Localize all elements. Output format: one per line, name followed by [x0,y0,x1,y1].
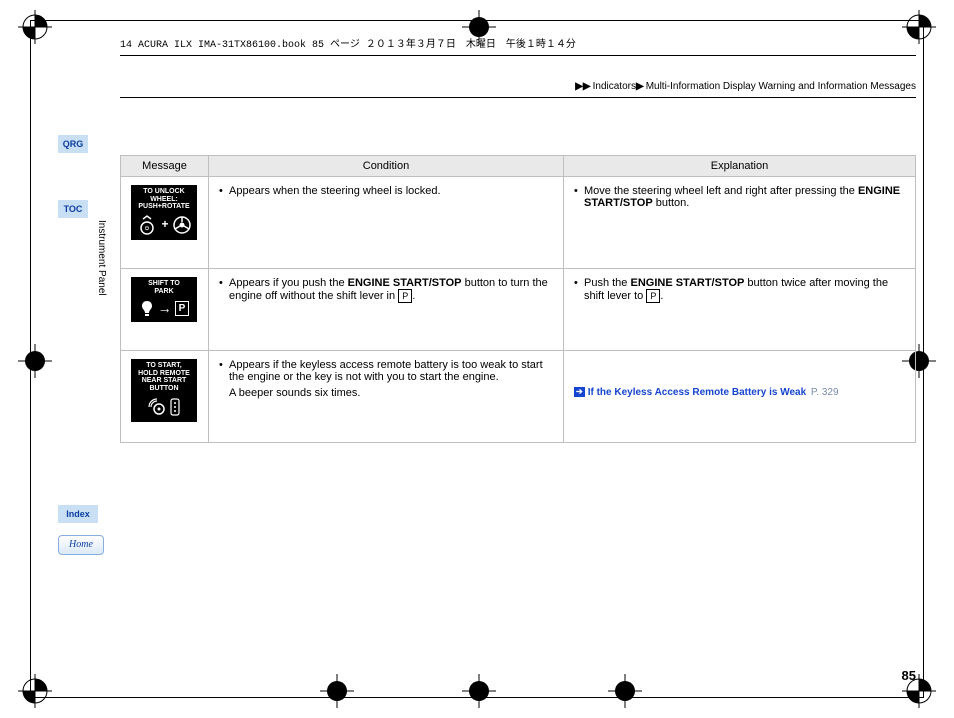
section-label: Instrument Panel [96,220,107,340]
tab-toc[interactable]: TOC [58,200,88,218]
page-number: 85 [902,668,916,683]
dashboard-message-icon: TO START,HOLD REMOTENEAR STARTBUTTON [131,359,197,422]
message-cell: SHIFT TOPARK→P [121,269,209,351]
tab-index[interactable]: Index [58,505,98,523]
breadcrumb-b: Multi-Information Display Warning and In… [646,81,916,92]
divider [120,97,916,98]
message-cell: TO START,HOLD REMOTENEAR STARTBUTTON [121,351,209,443]
col-header-message: Message [121,156,209,177]
table-row: TO UNLOCKWHEEL:PUSH+ROTATE⏻+Appears when… [121,177,916,269]
content-area: ▶▶Indicators▶Multi-Information Display W… [120,55,916,683]
explanation-cell: Push the ENGINE START/STOP button twice … [564,269,916,351]
dashboard-message-icon: SHIFT TOPARK→P [131,277,197,322]
dashboard-message-icon: TO UNLOCKWHEEL:PUSH+ROTATE⏻+ [131,185,197,240]
warning-table: Message Condition Explanation TO UNLOCKW… [120,155,916,443]
explanation-cell: ➔If the Keyless Access Remote Battery is… [564,351,916,443]
condition-cell: Appears if the keyless access remote bat… [209,351,564,443]
arrow-icon: ▶ [636,81,644,92]
tab-qrg[interactable]: QRG [58,135,88,153]
table-row: SHIFT TOPARK→P Appears if you push the EN… [121,269,916,351]
divider [120,55,916,56]
table-row: TO START,HOLD REMOTENEAR STARTBUTTONAppe… [121,351,916,443]
message-cell: TO UNLOCKWHEEL:PUSH+ROTATE⏻+ [121,177,209,269]
home-button[interactable]: Home [58,535,104,555]
col-header-condition: Condition [209,156,564,177]
explanation-cell: Move the steering wheel left and right a… [564,177,916,269]
svg-text:⏻: ⏻ [146,226,150,232]
condition-cell: Appears if you push the ENGINE START/STO… [209,269,564,351]
breadcrumb-a: Indicators [593,81,636,92]
col-header-explanation: Explanation [564,156,916,177]
table-header-row: Message Condition Explanation [121,156,916,177]
breadcrumb: ▶▶Indicators▶Multi-Information Display W… [575,81,916,92]
arrow-icon: ▶▶ [575,81,590,92]
cross-reference-link[interactable]: ➔If the Keyless Access Remote Battery is… [574,387,905,398]
condition-cell: Appears when the steering wheel is locke… [209,177,564,269]
document-header: 14 ACURA ILX IMA-31TX86100.book 85 ページ ２… [120,35,576,51]
